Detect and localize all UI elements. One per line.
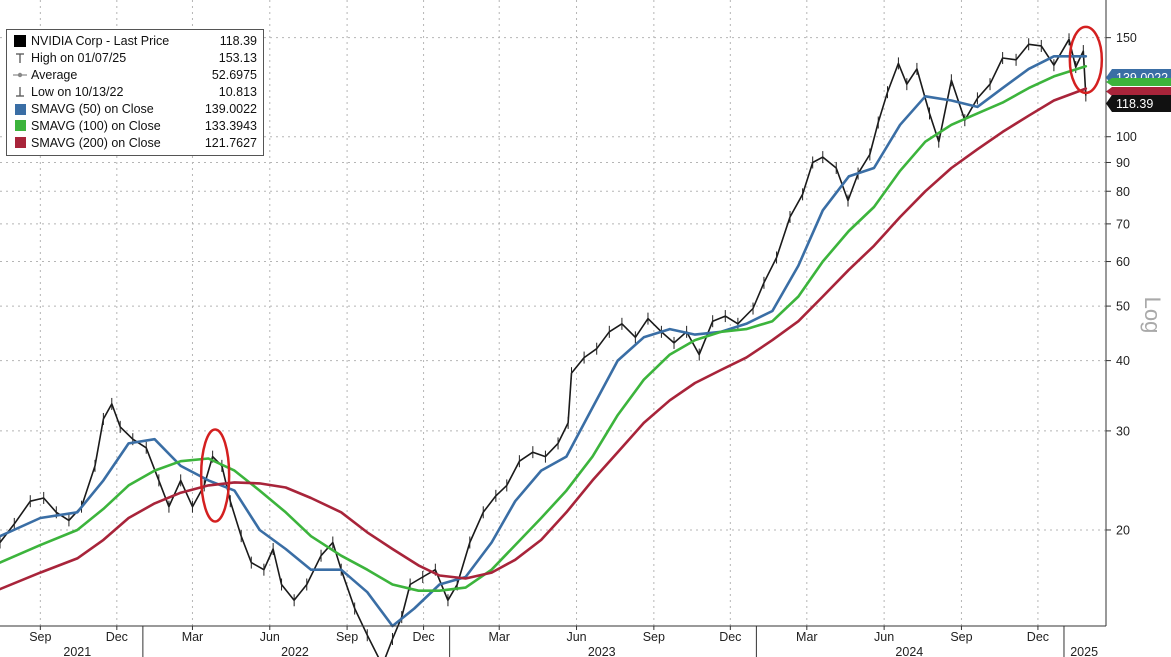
legend-label: NVIDIA Corp - Last Price [31,34,170,49]
x-tick-label: Jun [566,630,586,644]
year-label: 2025 [1070,645,1098,657]
x-tick-label: Dec [719,630,741,644]
legend: NVIDIA Corp - Last Price 118.39 High on … [6,29,264,157]
black-square-icon [13,35,27,48]
legend-row-sma200: SMAVG (200) on Close 121.7627 [13,134,257,151]
legend-row-last-price: NVIDIA Corp - Last Price 118.39 [13,33,257,50]
price-tag: 118.39 [1106,95,1171,112]
legend-value: 10.813 [218,85,257,100]
legend-value: 118.39 [219,34,257,49]
year-label: 2021 [63,645,91,657]
x-tick-label: Dec [106,630,128,644]
price-tag [1106,78,1171,86]
y-tick-label: 150 [1116,31,1137,45]
legend-row-high: High on 01/07/25 153.13 [13,50,257,67]
x-tick-label: Jun [874,630,894,644]
legend-label: SMAVG (50) on Close [31,102,154,116]
legend-value: 139.0022 [204,102,257,116]
low-marker-icon [13,86,27,98]
series-layer [0,33,1088,657]
year-label: 2023 [588,645,616,657]
x-tick-label: Dec [412,630,434,644]
legend-label: SMAVG (100) on Close [31,118,161,133]
x-tick-label: Sep [950,630,972,644]
grid-lines [0,0,1106,626]
highlight-circle [199,428,231,523]
sma-line-1 [0,65,1088,592]
price-tag-label: 118.39 [1116,97,1153,111]
legend-label: SMAVG (200) on Close [31,135,161,150]
y-tick-label: 100 [1116,130,1137,144]
legend-label: High on 01/07/25 [31,51,127,66]
y-tick-label: 40 [1116,354,1130,368]
y-tick-label: 50 [1116,300,1130,314]
year-label: 2024 [895,645,923,657]
price-tag [1106,87,1171,96]
x-tick-label: Mar [182,630,204,644]
y-tick-label: 80 [1116,185,1130,199]
price-tag-box [1106,87,1171,96]
y-tick-label: 70 [1116,217,1130,231]
legend-value: 121.7627 [204,135,257,150]
legend-row-sma50: SMAVG (50) on Close 139.0022 [13,101,257,118]
y-tick-label: 20 [1116,523,1130,537]
year-label: 2022 [281,645,309,657]
x-tick-label: Sep [336,630,358,644]
legend-row-low: Low on 10/13/22 10.813 [13,84,257,101]
legend-value: 153.13 [218,51,257,66]
price-tags: 139.0022118.39 [1106,69,1171,112]
sma-line-2 [0,87,1088,591]
y-tick-label: 90 [1116,156,1130,170]
sma100-swatch-icon [13,120,27,132]
legend-value: 133.3943 [204,118,257,133]
legend-value: 52.6975 [211,68,257,83]
y-axis-label: Log [1140,297,1165,334]
x-tick-label: Dec [1027,630,1049,644]
highlight-circles [199,25,1104,523]
legend-row-average: Average 52.6975 [13,67,257,84]
legend-label: Low on 10/13/22 [31,85,124,100]
legend-label: Average [31,68,78,83]
highlight-circle [1068,25,1104,95]
high-marker-icon [13,52,27,64]
x-tick-label: Sep [29,630,51,644]
x-tick-label: Jun [260,630,280,644]
y-tick-label: 60 [1116,255,1130,269]
price-tag-box [1106,78,1171,86]
x-tick-label: Sep [643,630,665,644]
average-marker-icon [13,69,27,81]
legend-row-sma100: SMAVG (100) on Close 133.3943 [13,117,257,134]
y-tick-label: 30 [1116,424,1130,438]
x-tick-label: Mar [488,630,510,644]
sma-line-0 [0,55,1088,628]
price-tag-box [1106,95,1171,112]
sma50-swatch-icon [13,103,27,115]
x-tick-label: Mar [796,630,818,644]
sma200-swatch-icon [13,137,27,149]
